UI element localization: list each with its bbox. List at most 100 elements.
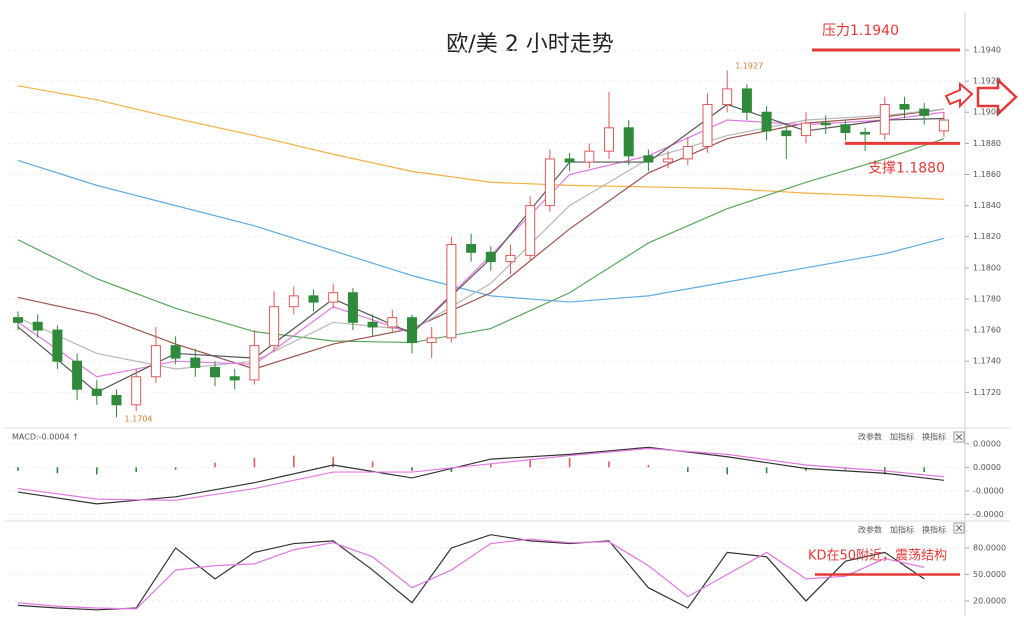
candle-body	[643, 155, 654, 163]
macd-bar	[293, 455, 295, 468]
candle-body	[269, 306, 280, 347]
macd-bar	[96, 467, 98, 475]
candle-body	[249, 345, 260, 381]
candle-body	[210, 366, 220, 378]
y-tick-label: 1.1880	[973, 139, 1001, 148]
candle-body	[919, 108, 930, 116]
candle-body	[860, 131, 871, 135]
y-tick-label: 1.1820	[973, 232, 1001, 241]
y-tick-label: 1.1840	[973, 201, 1001, 210]
macd-line	[17, 447, 944, 501]
macd-bar	[253, 457, 256, 468]
candle-body	[741, 88, 752, 113]
macd-bar	[371, 461, 374, 468]
candle-body	[899, 103, 910, 110]
high-label: 1.1927	[735, 62, 763, 71]
candle-body	[682, 145, 693, 160]
y-tick-label: 80.0000	[973, 543, 1006, 552]
y-tick-label: 1.1800	[973, 263, 1001, 272]
macd-bar	[529, 460, 531, 468]
candle-body	[702, 103, 713, 147]
macd-bar	[608, 461, 610, 468]
y-tick-label: 1.1780	[973, 294, 1001, 303]
candle-body	[170, 345, 181, 359]
candle-body	[623, 127, 634, 157]
candle-body	[781, 130, 792, 137]
y-tick-label: 1.1860	[973, 170, 1001, 179]
candle-body	[466, 244, 477, 253]
candle-body	[308, 295, 319, 303]
indicator-button[interactable]: 改参数	[858, 525, 882, 535]
y-tick-label: 0.0000	[973, 463, 1001, 472]
chart-title: 欧/美 2 小时走势	[446, 32, 613, 57]
candle-body	[131, 376, 142, 406]
moving-average-line	[17, 159, 945, 303]
macd-bar	[135, 467, 137, 473]
kd-line	[17, 538, 925, 610]
candle-body	[505, 254, 516, 263]
candle-body	[407, 317, 417, 344]
low-label: 1.1704	[125, 415, 153, 424]
candle-body	[485, 251, 496, 263]
arrow-icon	[944, 81, 974, 109]
y-tick-label: 50.0000	[973, 570, 1006, 579]
moving-average-line	[17, 85, 944, 200]
candle-body	[938, 119, 949, 132]
candle-body	[564, 158, 575, 163]
indicator-title: MACD:-0.0004 ↑	[12, 433, 79, 442]
candle-body	[91, 388, 102, 396]
arrow-icon	[976, 77, 1018, 117]
y-tick-label: 1.1900	[973, 108, 1001, 117]
y-tick-label: 0.0000	[973, 439, 1001, 448]
candle-body	[13, 317, 23, 323]
kd-line	[17, 534, 925, 611]
candle-body	[72, 360, 83, 390]
y-tick-label: 1.1760	[973, 326, 1001, 335]
macd-bar	[411, 467, 413, 471]
candle-body	[52, 329, 63, 362]
indicator-button[interactable]: 换指标	[922, 525, 946, 535]
candle-body	[879, 103, 890, 135]
indicator-button[interactable]: 加指标	[890, 432, 914, 442]
candle-body	[426, 337, 437, 344]
candle-body	[820, 122, 831, 126]
candle-body	[111, 394, 122, 406]
macd-bar	[765, 467, 768, 474]
moving-average-line	[17, 138, 945, 344]
macd-bar	[923, 467, 925, 473]
y-tick-label: 1.1740	[973, 357, 1001, 366]
level-label: 支撑1.1880	[868, 160, 945, 176]
candle-body	[229, 376, 240, 381]
macd-bar	[568, 457, 571, 468]
y-tick-label: 1.1940	[973, 46, 1001, 55]
candle-body	[387, 317, 398, 328]
close-button[interactable]	[953, 431, 965, 443]
close-button[interactable]	[953, 522, 965, 534]
macd-bar	[647, 464, 650, 468]
annotation-text: KD在50附近，震荡结构	[808, 549, 947, 564]
candle-body	[663, 158, 674, 163]
candle-body	[722, 88, 733, 105]
level-label: 压力1.1940	[822, 23, 899, 39]
candle-body	[288, 295, 299, 308]
candle-body	[801, 122, 811, 137]
y-tick-label: -0.0000	[973, 510, 1004, 519]
candle-body	[761, 111, 772, 132]
indicator-button[interactable]: 加指标	[890, 525, 914, 535]
macd-bar	[56, 467, 59, 474]
candle-body	[446, 244, 457, 339]
indicator-button[interactable]: 换指标	[922, 432, 946, 442]
macd-bar	[726, 467, 728, 475]
candle-body	[584, 150, 595, 163]
candle-body	[347, 292, 358, 323]
candle-body	[544, 158, 555, 207]
candle-body	[604, 127, 614, 152]
macd-bar	[17, 467, 19, 471]
macd-bar	[332, 456, 334, 468]
macd-bar	[174, 467, 177, 470]
macd-bar	[214, 462, 216, 468]
candle-body	[32, 321, 43, 331]
indicator-button[interactable]: 改参数	[858, 432, 882, 442]
macd-bar	[490, 463, 492, 468]
